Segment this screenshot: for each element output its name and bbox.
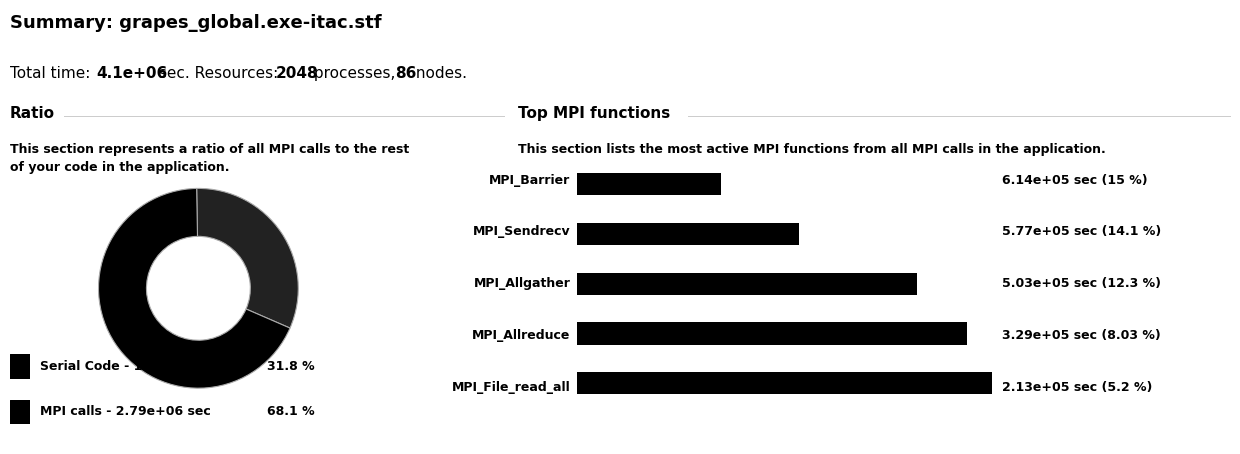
Text: MPI_Allreduce: MPI_Allreduce — [472, 329, 570, 342]
Bar — [577, 272, 916, 295]
Text: This section lists the most active MPI functions from all MPI calls in the appli: This section lists the most active MPI f… — [518, 143, 1106, 156]
Text: This section represents a ratio of all MPI calls to the rest
of your code in the: This section represents a ratio of all M… — [10, 143, 409, 174]
Text: MPI_Sendrecv: MPI_Sendrecv — [472, 226, 570, 238]
Bar — [577, 223, 800, 245]
Wedge shape — [98, 188, 290, 388]
Text: 5.03e+05 sec (12.3 %): 5.03e+05 sec (12.3 %) — [1002, 277, 1161, 290]
Text: MPI_File_read_all: MPI_File_read_all — [451, 381, 570, 394]
Text: processes,: processes, — [309, 66, 399, 81]
Text: 5.77e+05 sec (14.1 %): 5.77e+05 sec (14.1 %) — [1002, 226, 1161, 238]
Text: Summary: grapes_global.exe-itac.stf: Summary: grapes_global.exe-itac.stf — [10, 14, 382, 32]
Text: nodes.: nodes. — [412, 66, 467, 81]
Text: MPI calls - 2.79e+06 sec: MPI calls - 2.79e+06 sec — [40, 405, 211, 418]
Bar — [577, 372, 992, 395]
Text: 86: 86 — [394, 66, 417, 81]
Text: 4.1e+06: 4.1e+06 — [97, 66, 167, 81]
Wedge shape — [197, 188, 299, 328]
Text: 6.14e+05 sec (15 %): 6.14e+05 sec (15 %) — [1002, 174, 1147, 187]
Bar — [577, 173, 720, 195]
Text: MPI_Barrier: MPI_Barrier — [489, 174, 570, 187]
Text: 2048: 2048 — [275, 66, 319, 81]
Bar — [577, 322, 967, 345]
Text: 31.8 %: 31.8 % — [267, 360, 314, 373]
Text: 68.1 %: 68.1 % — [267, 405, 314, 418]
Text: Top MPI functions: Top MPI functions — [518, 106, 671, 121]
Text: 3.29e+05 sec (8.03 %): 3.29e+05 sec (8.03 %) — [1002, 329, 1161, 342]
Text: 2.13e+05 sec (5.2 %): 2.13e+05 sec (5.2 %) — [1002, 381, 1152, 394]
Text: MPI_Allgather: MPI_Allgather — [474, 277, 570, 290]
Text: Serial Code - 1.3e+06 sec: Serial Code - 1.3e+06 sec — [40, 360, 219, 373]
Text: Ratio: Ratio — [10, 106, 55, 121]
Text: sec. Resources:: sec. Resources: — [154, 66, 283, 81]
Text: Total time:: Total time: — [10, 66, 95, 81]
